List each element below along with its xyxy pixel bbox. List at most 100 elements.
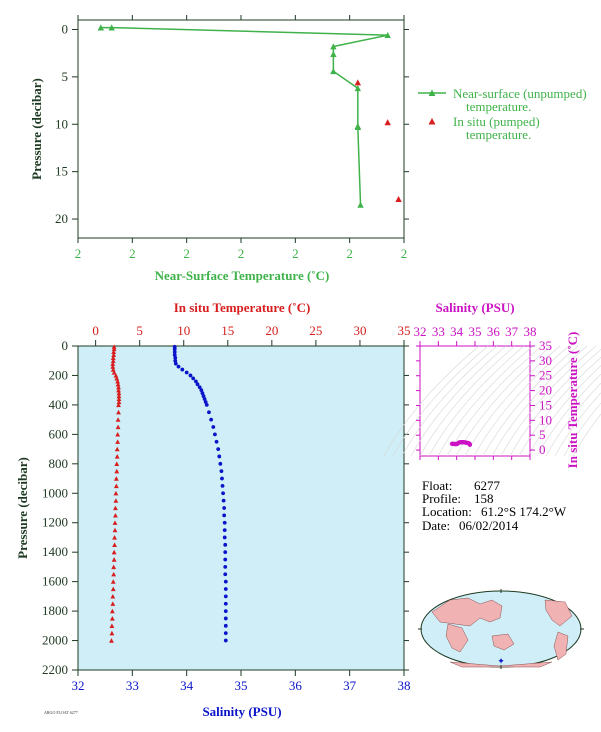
temperature-tick-label: 30: [353, 323, 366, 338]
ts-y-axis-label: In situ Temperature (˚C): [565, 332, 580, 469]
unpumped-temperature-point: [97, 24, 105, 31]
temperature-axis-title: In situ Temperature (˚C): [174, 300, 311, 315]
salinity-profile-point: [223, 542, 228, 547]
temperature-profile-point: [110, 358, 116, 363]
temperature-profile-point: [111, 557, 117, 562]
ts-xtick-label: 33: [432, 324, 445, 339]
temperature-profile-point: [114, 461, 120, 466]
salinity-profile-point: [172, 349, 177, 354]
temperature-profile-point: [116, 402, 121, 408]
temperature-tick-label: 25: [309, 323, 322, 338]
ts-point: [467, 442, 473, 447]
legend-marker-unpumped: [428, 89, 436, 96]
top-legend: Near-surface (unpumped) temperature. In …: [418, 86, 587, 142]
salinity-profile-point: [173, 361, 178, 366]
top-ytick-label: 5: [62, 69, 69, 84]
temperature-profile-point: [109, 630, 115, 636]
salinity-profile-point: [223, 609, 228, 613]
salinity-profile-point: [220, 484, 225, 488]
temperature-profile-point: [113, 490, 119, 496]
legend-label-unpumped-1: Near-surface (unpumped): [453, 86, 587, 101]
ts-density-contour: [536, 373, 601, 457]
salinity-profile-point: [223, 557, 228, 562]
salinity-profile-point: [220, 476, 224, 481]
profile-ytick-label: 800: [49, 456, 69, 471]
salinity-profile-point: [211, 425, 216, 429]
temperature-profile-point: [110, 593, 116, 599]
temperature-profile-point: [110, 361, 116, 366]
top-xtick-label: 2: [75, 246, 82, 261]
salinity-profile-series: [172, 344, 228, 643]
temperature-profile-point: [116, 384, 121, 390]
profile-chart: 0200400600800100012001400160018002000220…: [15, 300, 411, 719]
salinity-profile-point: [191, 376, 196, 381]
temperature-profile-point: [111, 549, 117, 555]
temperature-profile-point: [109, 616, 115, 621]
location-label: Location:: [422, 504, 472, 519]
top-y-axis-label: Pressure (decibar): [29, 78, 44, 180]
ts-density-contour: [545, 382, 601, 457]
date-value: 06/02/2014: [459, 518, 519, 533]
temperature-tick-label: 10: [177, 323, 190, 338]
ts-density-contour: [437, 345, 534, 457]
salinity-profile-point: [222, 535, 227, 540]
ts-density-contour: [500, 345, 597, 457]
unpumped-temperature-point: [330, 43, 337, 50]
temperature-profile-point: [111, 349, 117, 355]
salinity-tick-label: 38: [398, 678, 411, 693]
date-label: Date:: [422, 518, 450, 533]
ts-density-contour: [509, 349, 601, 457]
temperature-profile-point: [111, 571, 117, 577]
profile-label: Profile:: [422, 491, 461, 506]
temperature-profile-point: [116, 390, 122, 396]
salinity-profile-point: [223, 594, 228, 599]
unpumped-temperature-point: [354, 123, 362, 130]
temperature-profile-point: [115, 439, 121, 444]
salinity-profile-point: [223, 601, 228, 606]
temperature-profile-point: [111, 564, 117, 570]
profile-value: 158: [474, 491, 494, 506]
ts-density-contour: [419, 345, 516, 457]
salinity-profile-point: [214, 439, 219, 444]
top-xtick-label: 2: [129, 246, 136, 261]
salinity-tick-label: 32: [72, 678, 85, 693]
pumped-temperature-point: [384, 119, 391, 126]
temperature-profile-point: [116, 387, 121, 393]
temperature-profile-series: [109, 344, 122, 643]
salinity-profile-point: [172, 347, 177, 351]
ts-title: Salinity (PSU): [435, 300, 514, 315]
profile-ytick-label: 2000: [42, 633, 68, 648]
salinity-profile-point: [222, 513, 227, 518]
salinity-bottom-axis: 32 33 34 35 36 37 38: [72, 670, 411, 693]
salinity-profile-point: [223, 587, 228, 591]
ts-density-contour: [572, 413, 601, 457]
temperature-profile-point: [109, 623, 115, 628]
world-map: ✦: [418, 589, 584, 669]
top-xtick-label: 2: [238, 246, 245, 261]
profile-y-axis-label: Pressure (decibar): [15, 457, 30, 559]
top-ytick-label: 20: [55, 211, 68, 226]
salinity-tick-label: 36: [289, 678, 303, 693]
temperature-profile-point: [109, 608, 115, 614]
temperature-profile-point: [116, 396, 122, 402]
salinity-profile-point: [216, 447, 221, 451]
top-series-group: [97, 24, 402, 208]
float-value: 6277: [474, 478, 501, 493]
temperature-profile-point: [111, 346, 117, 352]
legend-label-unpumped-2: temperature.: [466, 99, 531, 114]
salinity-profile-point: [209, 417, 214, 422]
temperature-profile-point: [109, 638, 114, 643]
salinity-profile-point: [213, 432, 217, 437]
salinity-profile-point: [173, 358, 178, 363]
float-label: Float:: [422, 478, 452, 493]
ts-ytick-label: 5: [539, 427, 546, 442]
top-xtick-label: 2: [346, 246, 353, 261]
map-land-south-america: [553, 631, 569, 661]
salinity-profile-point: [201, 394, 206, 398]
salinity-profile-point: [223, 631, 228, 636]
temperature-profile-point: [114, 446, 120, 452]
ts-density-contour: [563, 402, 601, 457]
profile-ytick-label: 1200: [42, 515, 68, 530]
ts-ytick-label: 25: [539, 368, 552, 383]
ts-ytick-label: 15: [539, 397, 552, 412]
